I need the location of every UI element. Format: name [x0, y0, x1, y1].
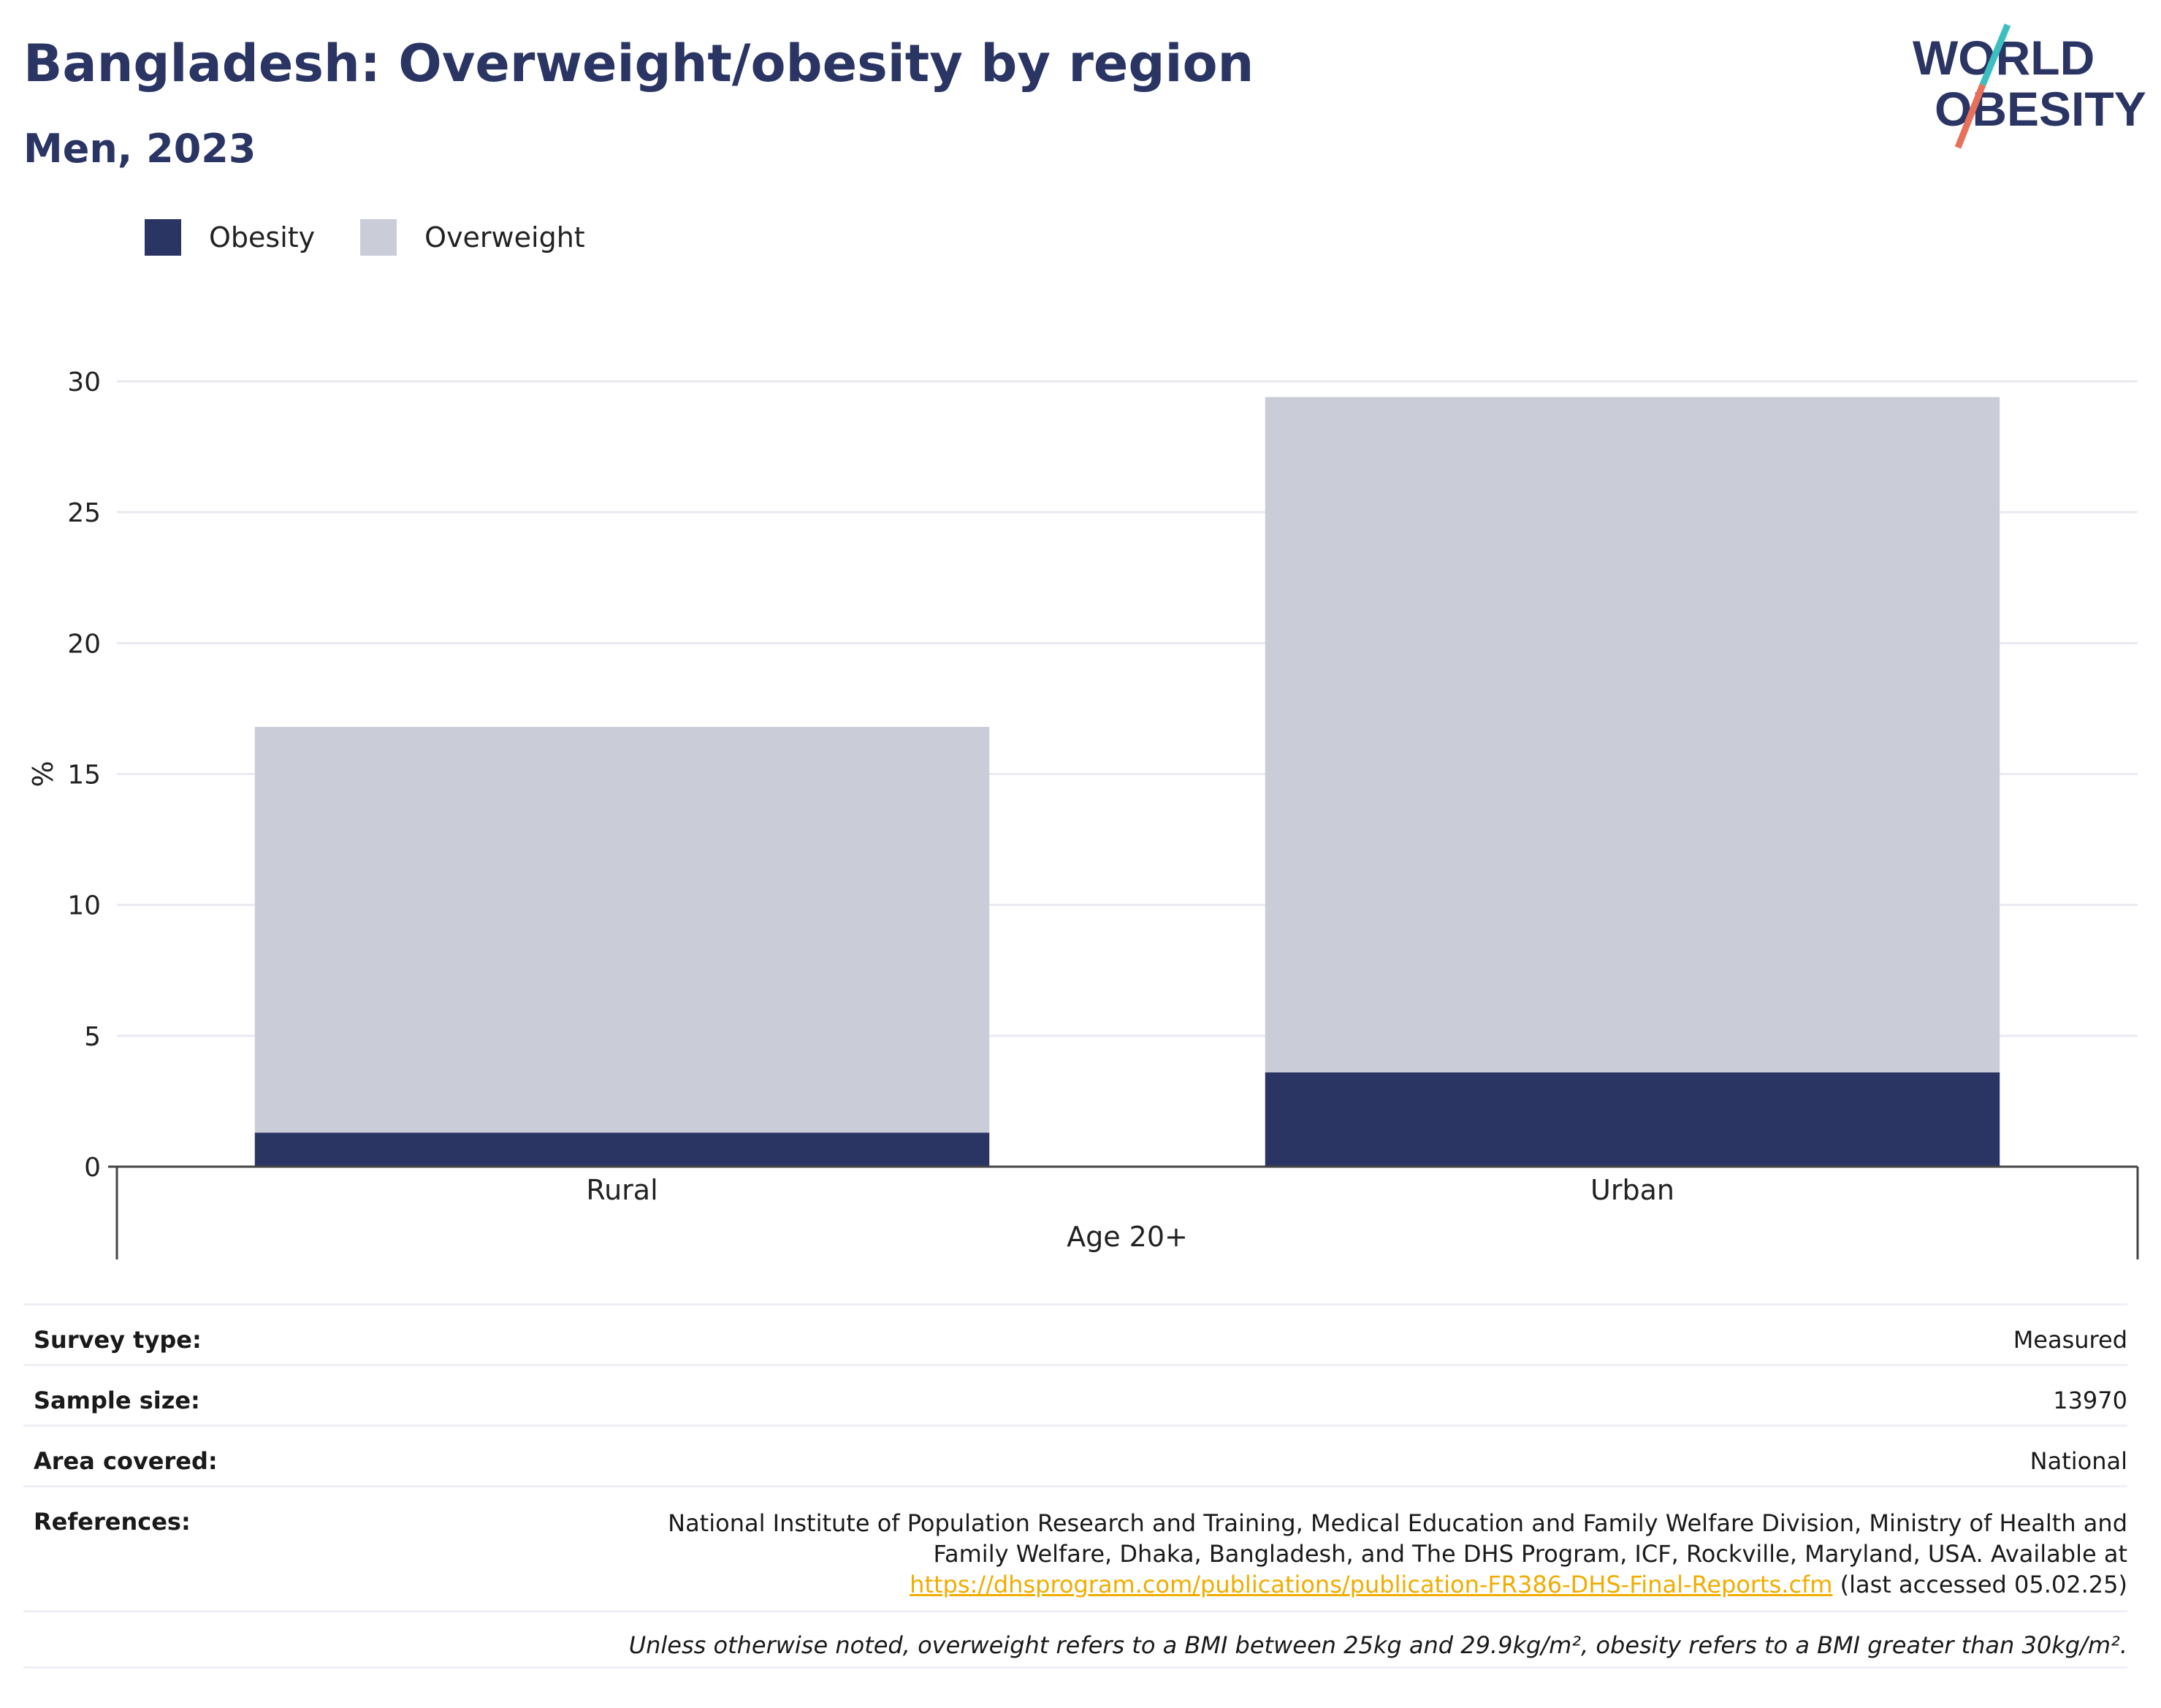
x-axis-title: Age 20+ — [1067, 1221, 1188, 1253]
bar-urban-overweight — [1265, 397, 2000, 1072]
legend-label-overweight: Overweight — [424, 221, 585, 253]
legend-label-obesity: Obesity — [209, 221, 316, 253]
bar-urban-obesity — [1265, 1072, 2000, 1167]
survey-type-value: Measured — [2013, 1326, 2127, 1354]
y-tick-label-30: 30 — [67, 367, 101, 397]
chart-title: Bangladesh: Overweight/obesity by region — [23, 34, 1254, 94]
y-tick-label-15: 15 — [67, 760, 101, 790]
bmi-definition-note: Unless otherwise noted, overweight refer… — [23, 1610, 2127, 1669]
survey-type-label: Survey type: — [34, 1326, 202, 1354]
y-tick-label-20: 20 — [67, 629, 101, 659]
logo-slash-coral — [1954, 83, 1986, 149]
y-tick-label-5: 5 — [84, 1022, 101, 1052]
legend-swatch-overweight — [360, 219, 397, 256]
legend: Obesity Overweight — [145, 216, 630, 259]
sample-size-value: 13970 — [2053, 1387, 2127, 1414]
bar-rural-obesity — [254, 1132, 990, 1167]
legend-item-overweight[interactable]: Overweight — [360, 219, 585, 256]
meta-row-references: References: National Institute of Popula… — [23, 1485, 2127, 1610]
bar-chart: 0 5 10 15 20 25 30 Rural Urban Age 20+% — [27, 367, 2139, 1259]
y-axis-title: % — [27, 760, 59, 787]
legend-item-obesity[interactable]: Obesity — [145, 219, 315, 256]
references-link[interactable]: https://dhsprogram.com/publications/publ… — [910, 1571, 1833, 1598]
meta-row-area-covered: Area covered: National — [23, 1425, 2127, 1485]
world-obesity-logo: WORLD OBESITY — [1913, 23, 2146, 149]
area-covered-value: National — [2029, 1447, 2127, 1475]
references-label: References: — [34, 1508, 191, 1536]
meta-row-sample-size: Sample size: 13970 — [23, 1364, 2127, 1425]
references-suffix: (last accessed 05.02.25) — [1840, 1571, 2127, 1598]
x-tick-label-rural: Rural — [586, 1174, 658, 1206]
x-tick-label-urban: Urban — [1590, 1174, 1674, 1206]
references-value: National Institute of Population Researc… — [593, 1487, 2127, 1610]
bar-rural-overweight — [254, 727, 990, 1133]
legend-swatch-obesity — [145, 219, 181, 256]
area-covered-label: Area covered: — [34, 1447, 218, 1475]
logo-slash-teal — [1979, 23, 2011, 86]
y-tick-label-25: 25 — [67, 498, 101, 528]
y-tick-label-0: 0 — [84, 1153, 101, 1183]
sample-size-label: Sample size: — [34, 1387, 200, 1414]
meta-row-survey-type: Survey type: Measured — [23, 1303, 2127, 1364]
survey-metadata-table: Survey type: Measured Sample size: 13970… — [23, 1303, 2127, 1669]
y-tick-label-10: 10 — [67, 891, 101, 921]
references-text: National Institute of Population Researc… — [668, 1509, 2127, 1568]
chart-subtitle: Men, 2023 — [23, 126, 256, 172]
